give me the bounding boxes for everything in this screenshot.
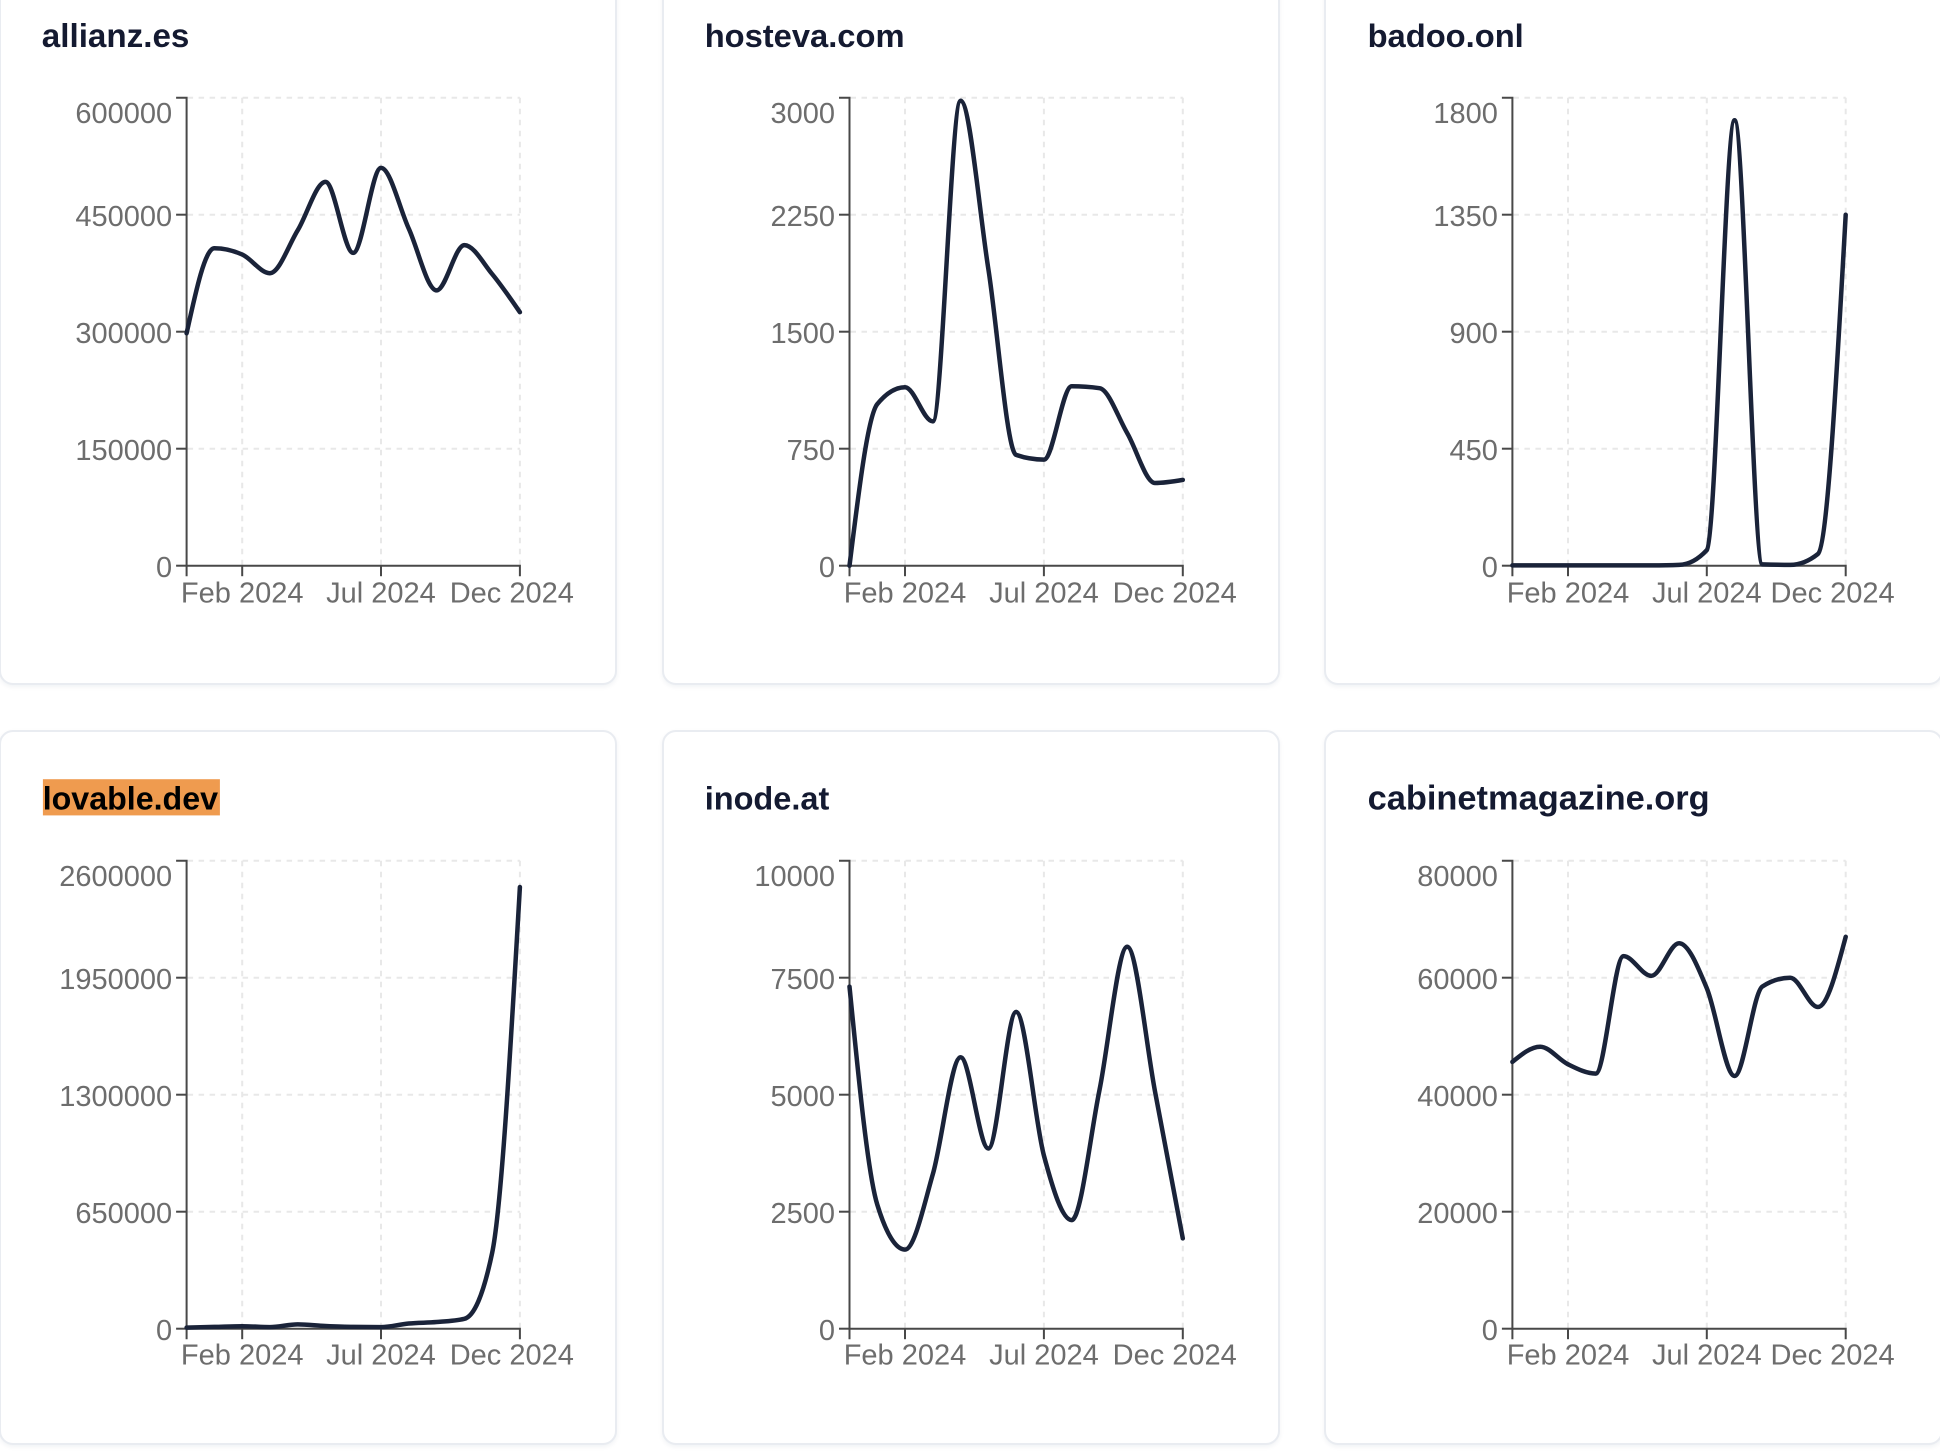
svg-text:Jul 2024: Jul 2024 [1652,1340,1762,1372]
svg-text:60000: 60000 [1417,964,1498,996]
svg-text:20000: 20000 [1417,1198,1498,1230]
svg-text:1800: 1800 [1433,98,1498,130]
svg-text:Feb 2024: Feb 2024 [1507,578,1630,610]
svg-text:Feb 2024: Feb 2024 [181,578,304,610]
svg-text:Jul 2024: Jul 2024 [326,578,436,610]
svg-text:1950000: 1950000 [59,964,172,996]
svg-text:badoo.onl: badoo.onl [1368,17,1524,54]
svg-text:0: 0 [1482,552,1498,584]
svg-text:150000: 150000 [75,435,172,467]
svg-text:2600000: 2600000 [59,861,172,893]
svg-text:2500: 2500 [770,1198,835,1230]
svg-text:650000: 650000 [75,1198,172,1230]
svg-text:allianz.es: allianz.es [42,18,190,55]
svg-text:Feb 2024: Feb 2024 [1507,1340,1630,1372]
svg-text:5000: 5000 [770,1081,835,1113]
svg-text:80000: 80000 [1417,861,1498,893]
svg-text:0: 0 [156,552,172,584]
svg-text:0: 0 [819,1315,835,1347]
svg-text:Dec 2024: Dec 2024 [450,578,574,610]
svg-text:7500: 7500 [770,964,835,996]
svg-text:Jul 2024: Jul 2024 [989,578,1099,610]
svg-text:0: 0 [1482,1315,1498,1347]
svg-text:3000: 3000 [770,98,835,130]
svg-text:Feb 2024: Feb 2024 [181,1340,304,1372]
svg-text:750: 750 [787,435,835,467]
svg-text:Dec 2024: Dec 2024 [1771,1340,1895,1372]
svg-text:900: 900 [1450,318,1498,350]
svg-text:600000: 600000 [75,98,172,130]
svg-text:Jul 2024: Jul 2024 [989,1340,1099,1372]
svg-text:450000: 450000 [75,201,172,233]
svg-text:Dec 2024: Dec 2024 [1113,578,1237,610]
svg-text:300000: 300000 [75,318,172,350]
svg-text:Dec 2024: Dec 2024 [1113,1340,1237,1372]
svg-text:0: 0 [156,1315,172,1347]
svg-text:10000: 10000 [754,861,835,893]
svg-text:Dec 2024: Dec 2024 [1771,578,1895,610]
svg-text:Feb 2024: Feb 2024 [844,578,967,610]
svg-text:Dec 2024: Dec 2024 [450,1340,574,1372]
svg-text:1500: 1500 [770,318,835,350]
svg-text:lovable.dev: lovable.dev [43,781,218,817]
svg-text:cabinetmagazine.org: cabinetmagazine.org [1368,780,1710,818]
svg-text:inode.at: inode.at [705,781,830,817]
svg-text:2250: 2250 [770,201,835,233]
svg-text:1350: 1350 [1433,201,1498,233]
svg-text:Jul 2024: Jul 2024 [326,1340,436,1372]
svg-text:hosteva.com: hosteva.com [705,17,905,54]
svg-text:1300000: 1300000 [59,1081,172,1113]
svg-text:40000: 40000 [1417,1081,1498,1113]
svg-text:Jul 2024: Jul 2024 [1652,578,1762,610]
svg-text:450: 450 [1450,435,1498,467]
svg-text:0: 0 [819,552,835,584]
svg-text:Feb 2024: Feb 2024 [844,1340,967,1372]
